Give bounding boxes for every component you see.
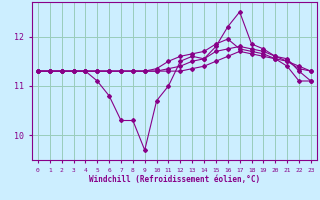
X-axis label: Windchill (Refroidissement éolien,°C): Windchill (Refroidissement éolien,°C) [89, 175, 260, 184]
